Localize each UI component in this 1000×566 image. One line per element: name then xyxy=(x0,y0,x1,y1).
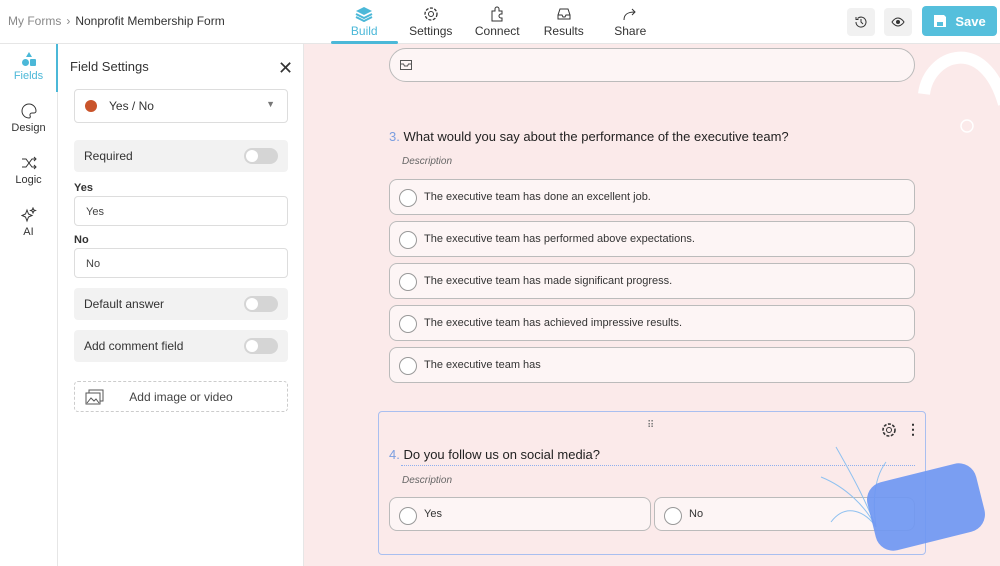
field-type-select[interactable]: Yes / No ▼ xyxy=(74,89,288,123)
comment-field-row: Add comment field xyxy=(74,330,288,362)
yes-label: Yes xyxy=(74,182,93,194)
drag-handle-icon[interactable]: ⠿ xyxy=(647,420,654,431)
left-nav: Fields Design Logic AI xyxy=(0,44,59,566)
tab-connect[interactable]: Connect xyxy=(464,0,531,44)
decorative-shape-icon xyxy=(918,51,1000,133)
q3-option[interactable]: The executive team has made significant … xyxy=(389,263,915,299)
panel-title: Field Settings xyxy=(70,59,149,74)
breadcrumb-my-forms[interactable]: My Forms xyxy=(8,14,62,28)
q3-option[interactable]: The executive team has xyxy=(389,347,915,383)
tab-settings[interactable]: Settings xyxy=(398,0,465,44)
add-image-video-button[interactable]: Add image or video xyxy=(74,381,288,412)
history-icon xyxy=(855,16,867,28)
field-settings-panel: Field Settings ✕ Yes / No ▼ Required Yes … xyxy=(58,44,304,566)
required-toggle[interactable] xyxy=(244,148,278,164)
form-canvas: 3. What would you say about the performa… xyxy=(304,44,1000,566)
layers-icon xyxy=(355,7,373,22)
floppy-disk-icon xyxy=(934,15,947,27)
tab-results[interactable]: Results xyxy=(531,0,598,44)
q3-option[interactable]: The executive team has achieved impressi… xyxy=(389,305,915,341)
comment-field-toggle[interactable] xyxy=(244,338,278,354)
q3-option[interactable]: The executive team has performed above e… xyxy=(389,221,915,257)
nav-logic[interactable]: Logic xyxy=(0,148,57,200)
chevron-down-icon: ▼ xyxy=(266,99,275,109)
tab-build[interactable]: Build xyxy=(331,0,398,44)
nav-design[interactable]: Design xyxy=(0,96,57,148)
inbox-icon xyxy=(557,8,571,20)
breadcrumb: My Forms › Nonprofit Membership Form xyxy=(8,14,225,28)
top-bar: My Forms › Nonprofit Membership Form Build… xyxy=(0,0,1000,44)
default-answer-row: Default answer xyxy=(74,288,288,320)
default-answer-toggle[interactable] xyxy=(244,296,278,312)
breadcrumb-current: Nonprofit Membership Form xyxy=(75,14,225,28)
question-3-title[interactable]: 3. What would you say about the performa… xyxy=(389,129,789,144)
eye-icon xyxy=(891,17,905,27)
image-icon xyxy=(85,389,104,405)
palette-icon xyxy=(21,103,37,119)
question-4-description[interactable]: Description xyxy=(402,475,453,486)
no-input[interactable]: No xyxy=(74,248,288,278)
nav-fields[interactable]: Fields xyxy=(0,44,59,96)
question-4-title[interactable]: 4. Do you follow us on social media? xyxy=(389,447,601,462)
shuffle-icon xyxy=(21,156,37,170)
nav-ai[interactable]: AI xyxy=(0,200,57,252)
share-arrow-icon xyxy=(623,8,636,21)
no-label: No xyxy=(74,234,89,246)
gear-icon[interactable] xyxy=(881,422,897,438)
puzzle-icon xyxy=(491,6,503,22)
q3-option[interactable]: The executive team has done an excellent… xyxy=(389,179,915,215)
history-button[interactable] xyxy=(847,8,875,36)
close-icon[interactable]: ✕ xyxy=(278,58,294,78)
save-button[interactable]: Save xyxy=(922,6,997,36)
envelope-icon xyxy=(400,60,412,70)
yes-no-icon xyxy=(85,100,97,112)
more-options-icon[interactable]: ⋮ xyxy=(906,421,920,437)
tab-share[interactable]: Share xyxy=(597,0,664,44)
question-3-description[interactable]: Description xyxy=(402,156,453,167)
email-input[interactable] xyxy=(389,48,915,82)
q4-option-yes[interactable]: Yes xyxy=(389,497,651,531)
shapes-icon xyxy=(21,52,36,66)
yes-input[interactable]: Yes xyxy=(74,196,288,226)
gear-icon xyxy=(424,7,438,21)
title-underline xyxy=(401,465,915,466)
preview-button[interactable] xyxy=(884,8,912,36)
required-row: Required xyxy=(74,140,288,172)
sparkle-icon xyxy=(20,207,37,223)
